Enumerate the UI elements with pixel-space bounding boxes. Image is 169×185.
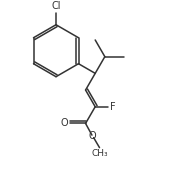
Text: CH₃: CH₃ — [92, 149, 108, 158]
Text: O: O — [61, 118, 68, 128]
Text: O: O — [89, 131, 97, 141]
Text: Cl: Cl — [51, 1, 61, 11]
Text: F: F — [111, 102, 116, 112]
